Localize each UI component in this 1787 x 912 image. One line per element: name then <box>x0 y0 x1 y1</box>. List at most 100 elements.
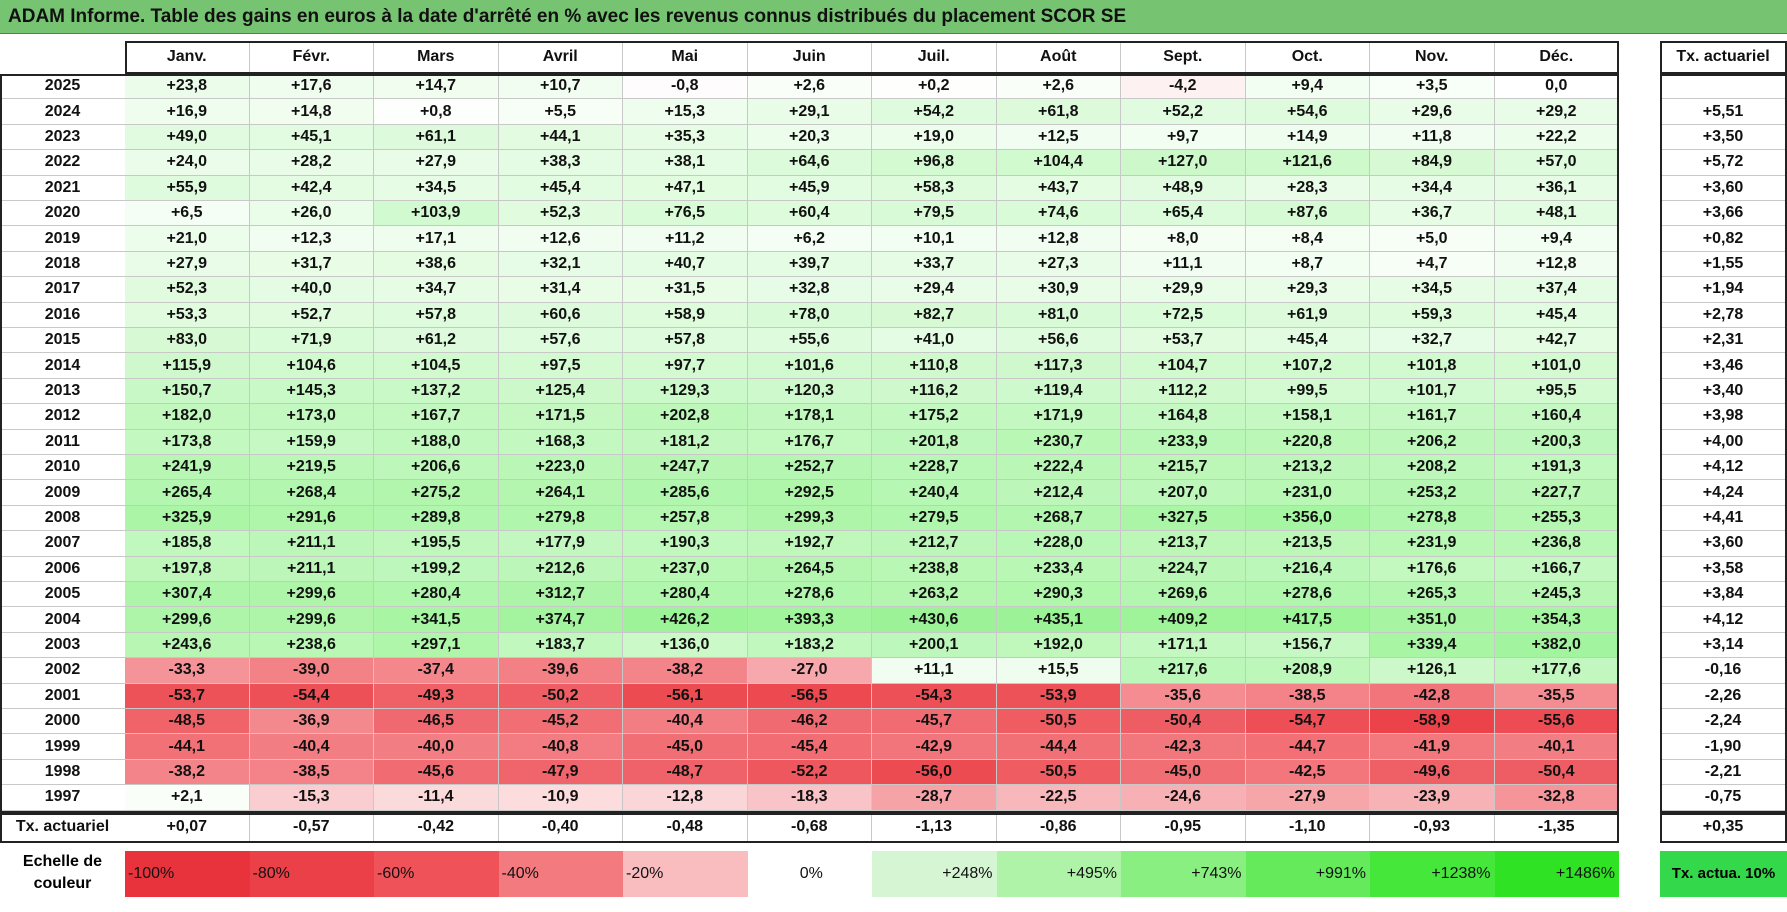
gain-cell[interactable]: -28,7 <box>872 785 997 811</box>
gain-cell[interactable]: -56,0 <box>872 759 997 786</box>
gain-cell[interactable]: -23,9 <box>1370 785 1495 811</box>
gain-cell[interactable]: +178,1 <box>747 404 872 430</box>
gain-cell[interactable]: -56,5 <box>747 683 872 709</box>
gain-cell[interactable]: +84,9 <box>1370 150 1495 176</box>
gain-cell[interactable]: +236,8 <box>1494 531 1619 557</box>
gain-cell[interactable]: +12,6 <box>498 226 623 252</box>
gain-cell[interactable]: +104,4 <box>996 150 1121 176</box>
gain-cell[interactable]: +176,6 <box>1370 556 1495 582</box>
gain-cell[interactable]: +61,2 <box>374 328 499 354</box>
gain-cell[interactable]: +199,2 <box>374 556 499 582</box>
gain-cell[interactable]: -53,9 <box>996 683 1121 709</box>
gain-cell[interactable]: +71,9 <box>249 328 374 354</box>
gain-cell[interactable]: +171,5 <box>498 404 623 430</box>
gain-cell[interactable]: +137,2 <box>374 378 499 405</box>
gain-cell[interactable]: -38,2 <box>623 658 748 684</box>
gain-cell[interactable]: -54,3 <box>872 683 997 709</box>
gain-cell[interactable]: 0,0 <box>1494 74 1619 100</box>
gain-cell[interactable]: +145,3 <box>249 378 374 405</box>
gain-cell[interactable]: +36,7 <box>1370 201 1495 227</box>
gain-cell[interactable]: +208,9 <box>1245 658 1370 684</box>
gain-cell[interactable]: +17,6 <box>249 74 374 100</box>
gain-cell[interactable]: +243,6 <box>125 632 250 659</box>
gain-cell[interactable]: +12,8 <box>1494 251 1619 278</box>
gain-cell[interactable]: +29,4 <box>872 277 997 303</box>
gain-cell[interactable]: +280,4 <box>623 582 748 608</box>
gain-cell[interactable]: +34,5 <box>374 175 499 201</box>
gain-cell[interactable]: +9,7 <box>1121 124 1246 151</box>
gain-cell[interactable]: +52,3 <box>125 277 250 303</box>
gain-cell[interactable]: +159,9 <box>249 429 374 455</box>
gain-cell[interactable]: +45,4 <box>1494 302 1619 328</box>
gain-cell[interactable]: +219,5 <box>249 455 374 481</box>
gain-cell[interactable]: +52,2 <box>1121 99 1246 125</box>
gain-cell[interactable]: +95,5 <box>1494 378 1619 405</box>
gain-cell[interactable]: +2,6 <box>747 74 872 100</box>
gain-cell[interactable]: +12,3 <box>249 226 374 252</box>
gain-cell[interactable]: -44,7 <box>1245 734 1370 760</box>
gain-cell[interactable]: +341,5 <box>374 607 499 633</box>
gain-cell[interactable]: +231,9 <box>1370 531 1495 557</box>
gain-cell[interactable]: +31,7 <box>249 251 374 278</box>
gain-cell[interactable]: -11,4 <box>374 785 499 811</box>
gain-cell[interactable]: +213,2 <box>1245 455 1370 481</box>
gain-cell[interactable]: +16,9 <box>125 99 250 125</box>
gain-cell[interactable]: +10,1 <box>872 226 997 252</box>
gain-cell[interactable]: +110,8 <box>872 353 997 379</box>
gain-cell[interactable]: +87,6 <box>1245 201 1370 227</box>
gain-cell[interactable]: -52,2 <box>747 759 872 786</box>
gain-cell[interactable]: -32,8 <box>1494 785 1619 811</box>
gain-cell[interactable]: +240,4 <box>872 480 997 506</box>
gain-cell[interactable]: +45,9 <box>747 175 872 201</box>
gain-cell[interactable]: +215,7 <box>1121 455 1246 481</box>
gain-cell[interactable]: +417,5 <box>1245 607 1370 633</box>
gain-cell[interactable]: -50,4 <box>1121 709 1246 735</box>
gain-cell[interactable]: +393,3 <box>747 607 872 633</box>
gain-cell[interactable]: +55,6 <box>747 328 872 354</box>
gain-cell[interactable]: +38,6 <box>374 251 499 278</box>
gain-cell[interactable]: +45,4 <box>498 175 623 201</box>
gain-cell[interactable]: +238,8 <box>872 556 997 582</box>
gain-cell[interactable]: +119,4 <box>996 378 1121 405</box>
gain-cell[interactable]: +185,8 <box>125 531 250 557</box>
gain-cell[interactable]: +29,3 <box>1245 277 1370 303</box>
gain-cell[interactable]: +230,7 <box>996 429 1121 455</box>
gain-cell[interactable]: +265,3 <box>1370 582 1495 608</box>
gain-cell[interactable]: +41,0 <box>872 328 997 354</box>
gain-cell[interactable]: +307,4 <box>125 582 250 608</box>
gain-cell[interactable]: -38,2 <box>125 759 250 786</box>
gain-cell[interactable]: +292,5 <box>747 480 872 506</box>
gain-cell[interactable]: +160,4 <box>1494 404 1619 430</box>
gain-cell[interactable]: +58,9 <box>623 302 748 328</box>
gain-cell[interactable]: +206,6 <box>374 455 499 481</box>
gain-cell[interactable]: +164,8 <box>1121 404 1246 430</box>
gain-cell[interactable]: +252,7 <box>747 455 872 481</box>
gain-cell[interactable]: +228,7 <box>872 455 997 481</box>
gain-cell[interactable]: +103,9 <box>374 201 499 227</box>
gain-cell[interactable]: +278,8 <box>1370 505 1495 532</box>
gain-cell[interactable]: +158,1 <box>1245 404 1370 430</box>
gain-cell[interactable]: +212,4 <box>996 480 1121 506</box>
gain-cell[interactable]: -22,5 <box>996 785 1121 811</box>
gain-cell[interactable]: +61,9 <box>1245 302 1370 328</box>
gain-cell[interactable]: +45,1 <box>249 124 374 151</box>
gain-cell[interactable]: +24,0 <box>125 150 250 176</box>
gain-cell[interactable]: +42,4 <box>249 175 374 201</box>
gain-cell[interactable]: +213,5 <box>1245 531 1370 557</box>
gain-cell[interactable]: +297,1 <box>374 632 499 659</box>
gain-cell[interactable]: +115,9 <box>125 353 250 379</box>
gain-cell[interactable]: +15,3 <box>623 99 748 125</box>
gain-cell[interactable]: +223,0 <box>498 455 623 481</box>
gain-cell[interactable]: +52,7 <box>249 302 374 328</box>
gain-cell[interactable]: +78,0 <box>747 302 872 328</box>
gain-cell[interactable]: +176,7 <box>747 429 872 455</box>
gain-cell[interactable]: +264,1 <box>498 480 623 506</box>
gain-cell[interactable]: +60,4 <box>747 201 872 227</box>
gain-cell[interactable]: +200,1 <box>872 632 997 659</box>
gain-cell[interactable]: +17,1 <box>374 226 499 252</box>
gain-cell[interactable]: +222,4 <box>996 455 1121 481</box>
gain-cell[interactable]: +101,0 <box>1494 353 1619 379</box>
gain-cell[interactable]: +181,2 <box>623 429 748 455</box>
gain-cell[interactable]: -50,5 <box>996 709 1121 735</box>
gain-cell[interactable]: +195,5 <box>374 531 499 557</box>
